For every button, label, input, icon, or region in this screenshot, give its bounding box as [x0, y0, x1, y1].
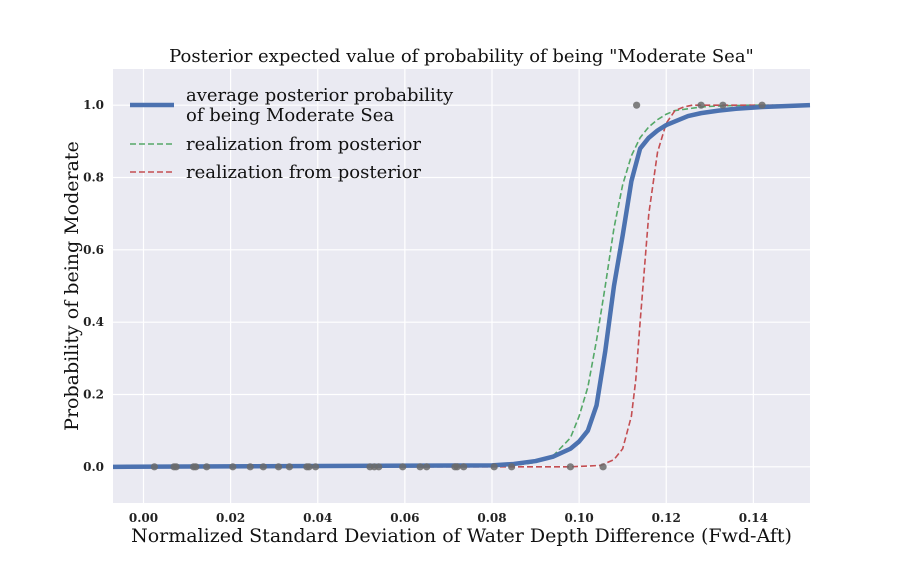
observation-point — [229, 463, 237, 471]
observation-point — [311, 463, 320, 471]
legend-label-0: of being Moderate Sea — [186, 105, 394, 126]
y-tick-label: 0.4 — [83, 315, 104, 329]
observation-point — [285, 463, 294, 471]
legend-label-1: realization from posterior — [186, 134, 421, 155]
observation-point — [192, 463, 200, 471]
tick-labels: 0.00 0.02 0.04 0.06 0.08 0.10 0.12 0.14 0.0 0.2 0.… — [83, 98, 768, 525]
y-tick-label: 1.0 — [83, 98, 104, 112]
observation-point — [719, 101, 727, 109]
x-tick-label: 0.14 — [739, 511, 768, 525]
observation-point — [460, 463, 468, 471]
y-tick-label: 0.0 — [83, 460, 104, 474]
x-tick-label: 0.12 — [652, 511, 681, 525]
legend-label-2: realization from posterior — [186, 162, 421, 183]
observation-point — [507, 463, 516, 471]
observation-point — [150, 463, 158, 471]
x-tick-label: 0.02 — [216, 511, 245, 525]
observation-point — [423, 463, 431, 471]
y-axis-label: Probability of being Moderate — [61, 141, 83, 431]
x-tick-label: 0.06 — [390, 511, 419, 525]
observation-point — [203, 463, 211, 471]
y-tick-label: 0.8 — [83, 171, 104, 185]
x-tick-label: 0.10 — [565, 511, 594, 525]
series-line-0 — [112, 102, 811, 470]
observation-point — [259, 463, 267, 471]
x-tick-label: 0.04 — [303, 511, 332, 525]
x-tick-label: 0.08 — [477, 511, 506, 525]
observation-point — [416, 463, 424, 471]
observation-point — [490, 463, 498, 471]
plot-background — [113, 69, 810, 503]
observation-point — [246, 463, 254, 471]
x-axis-label: Normalized Standard Deviation of Water D… — [131, 525, 792, 547]
x-tick-label: 0.00 — [129, 511, 158, 525]
observation-point — [172, 463, 180, 471]
observation-point — [758, 101, 766, 109]
y-tick-label: 0.6 — [83, 243, 104, 257]
observation-point — [633, 101, 641, 109]
series-line-1 — [112, 104, 810, 468]
y-tick-label: 0.2 — [83, 388, 104, 402]
observation-point — [599, 463, 607, 471]
observation-point — [566, 463, 575, 471]
observation-point — [697, 101, 705, 109]
observation-point — [305, 463, 313, 471]
legend-label-0: average posterior probability — [186, 85, 454, 106]
observation-point — [274, 463, 283, 471]
observation-point — [453, 463, 461, 471]
observation-points — [150, 101, 766, 471]
observation-point — [399, 463, 407, 471]
observation-point — [375, 463, 383, 471]
chart-title: Posterior expected value of probability … — [169, 46, 754, 67]
